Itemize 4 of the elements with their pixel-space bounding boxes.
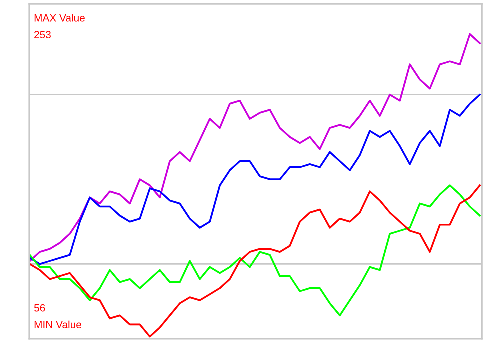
text: MAX Value	[34, 14, 85, 22]
annotation: 56	[34, 304, 46, 312]
annotation: 253	[34, 31, 51, 39]
annotation: MIN Value	[34, 320, 82, 328]
